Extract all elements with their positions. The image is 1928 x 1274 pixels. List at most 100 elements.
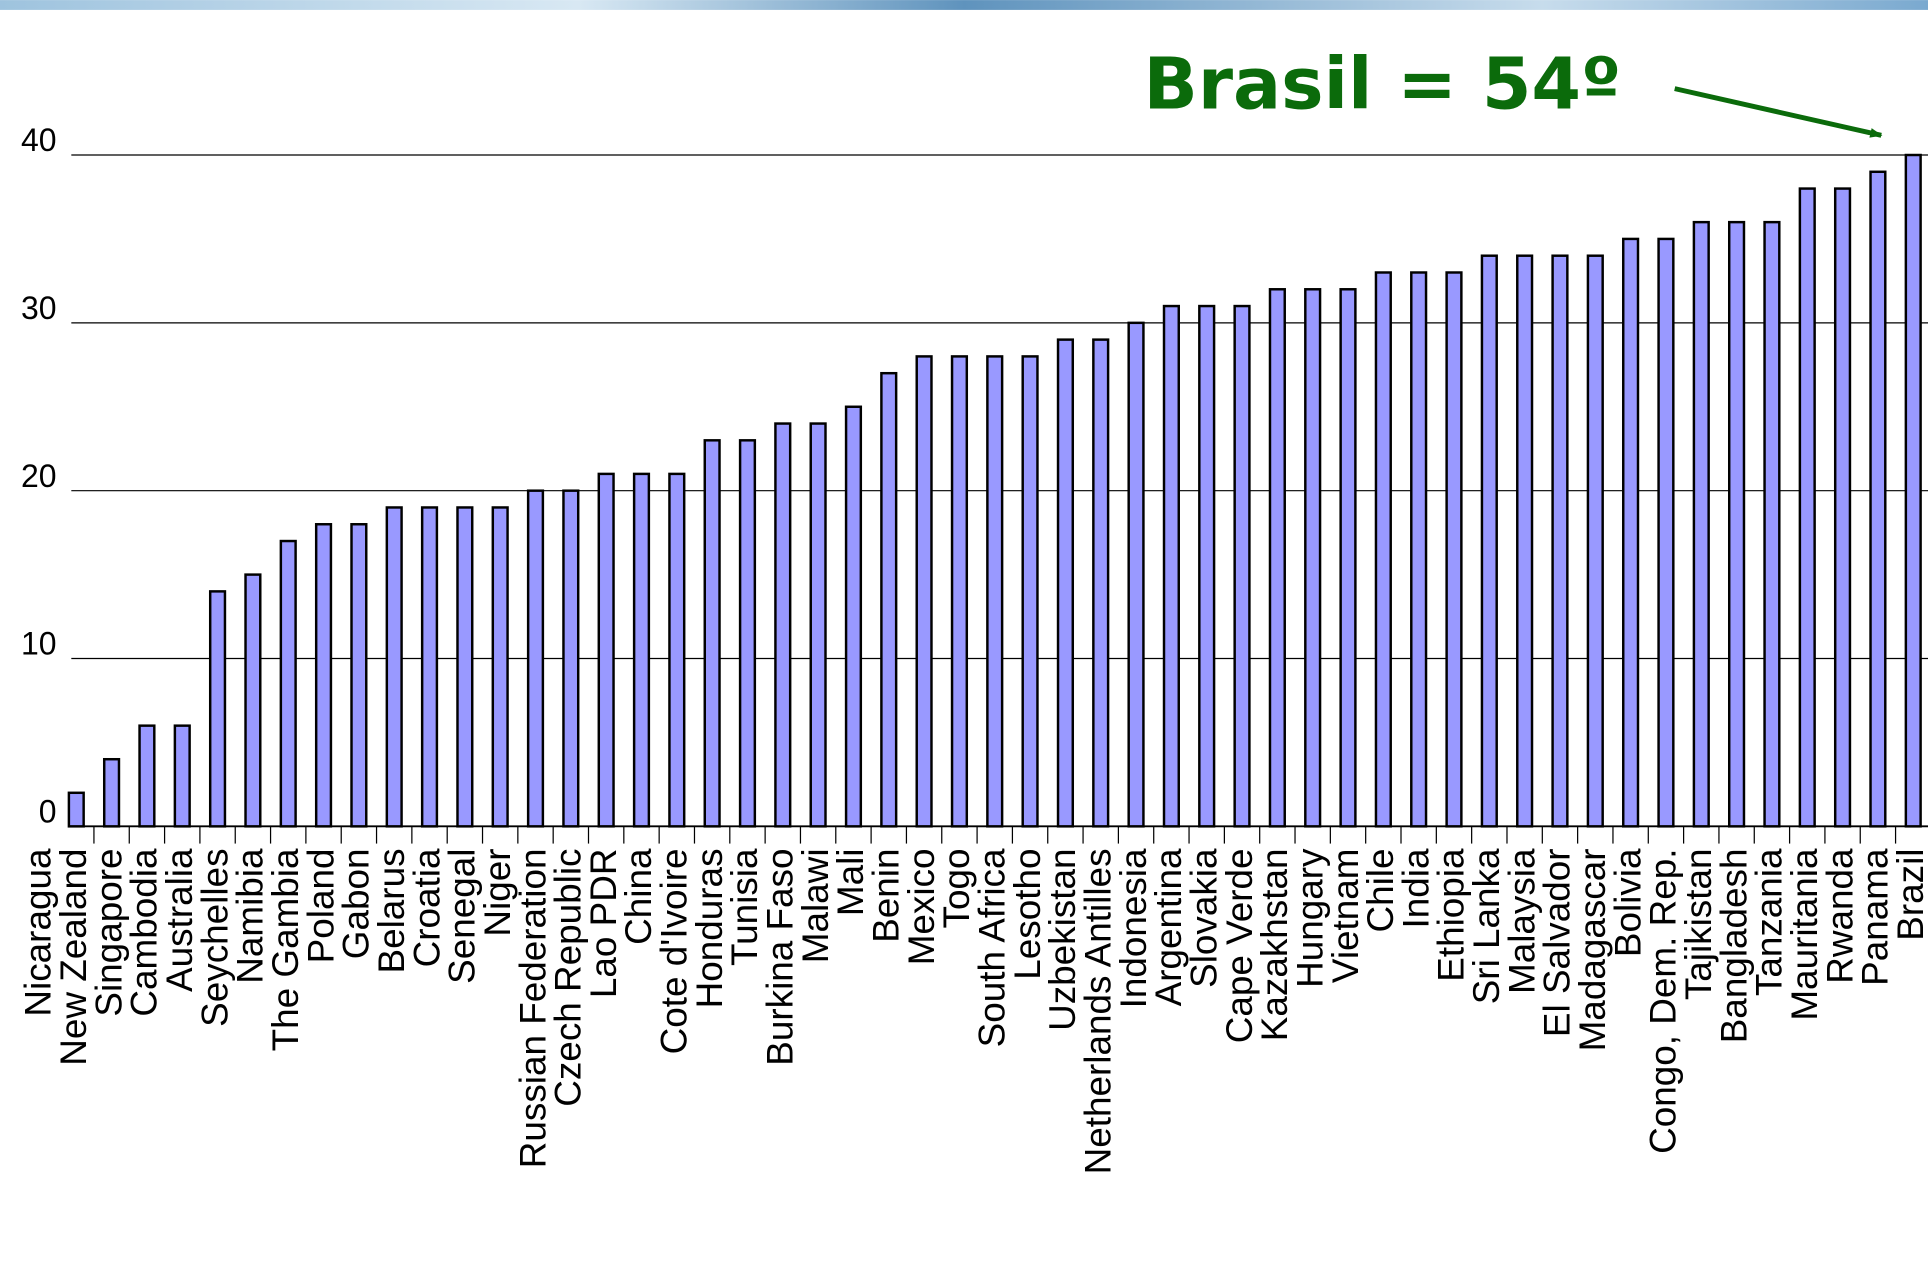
bar xyxy=(526,489,545,828)
annotation-arrow xyxy=(1674,86,1883,138)
x-tick-label: Ethiopia xyxy=(1431,848,1472,982)
bar xyxy=(915,355,933,828)
bar xyxy=(208,590,227,828)
x-tick-label: Mexico xyxy=(901,848,942,965)
banner-strip xyxy=(0,0,1928,10)
bar xyxy=(314,523,333,828)
y-tick-label: 10 xyxy=(21,626,57,662)
x-tick-label: Netherlands Antilles xyxy=(1077,848,1118,1174)
bar xyxy=(986,355,1004,828)
bar xyxy=(668,472,686,828)
bar xyxy=(880,371,898,828)
x-tick-label: Togo xyxy=(936,848,977,928)
bar xyxy=(738,439,757,828)
x-tick-label: Niger xyxy=(477,848,518,936)
x-tick-label: Bangladesh xyxy=(1713,848,1754,1043)
x-tick-label: Lao PDR xyxy=(583,848,624,998)
x-tick-label: Singapore xyxy=(88,848,129,1016)
x-tick-label: El Salvador xyxy=(1537,848,1578,1037)
bar xyxy=(844,405,863,828)
bar xyxy=(1056,338,1075,828)
bar xyxy=(1480,254,1498,828)
bar xyxy=(1374,271,1392,828)
bar xyxy=(1904,153,1922,828)
x-tick-label: Burkina Faso xyxy=(760,848,801,1065)
bar xyxy=(1869,170,1887,828)
x-tick-label: Nicaragua xyxy=(18,848,59,1017)
bar xyxy=(809,422,827,828)
x-tick-label: Brazil xyxy=(1890,848,1928,940)
bar xyxy=(1268,288,1286,828)
bar xyxy=(102,757,121,828)
x-tick-label: China xyxy=(618,848,659,945)
bar xyxy=(1692,220,1710,828)
x-tick-label: Panama xyxy=(1855,848,1896,986)
bar xyxy=(1410,271,1428,828)
x-tick-label: India xyxy=(1395,848,1436,928)
x-tick-label: Chile xyxy=(1360,848,1401,932)
x-tick-label: New Zealand xyxy=(53,848,94,1065)
bar xyxy=(597,472,615,828)
x-tick-label: Honduras xyxy=(689,848,730,1008)
bar xyxy=(1445,271,1463,828)
bar xyxy=(562,489,580,828)
x-tick-label: Belarus xyxy=(371,848,412,973)
bar xyxy=(244,573,262,828)
y-tick-label: 30 xyxy=(21,290,57,326)
bar xyxy=(1798,187,1816,828)
x-tick-label: Czech Republic xyxy=(548,848,589,1106)
x-tick-label: Sri Lanka xyxy=(1466,848,1507,1004)
bar xyxy=(1551,254,1569,828)
x-tick-label: Cote d'Ivoire xyxy=(654,848,695,1054)
x-tick-label: Hungary xyxy=(1289,848,1330,988)
x-tick-label: Poland xyxy=(300,848,341,963)
x-tick-label: Cape Verde xyxy=(1219,848,1260,1043)
x-tick-label: Mauritania xyxy=(1784,848,1825,1021)
x-tick-label: Vietnam xyxy=(1325,848,1366,983)
bar xyxy=(774,422,792,828)
x-tick-label: Seychelles xyxy=(194,848,235,1026)
x-tick-label: The Gambia xyxy=(265,848,306,1051)
bar xyxy=(1162,304,1180,828)
bar xyxy=(456,506,474,828)
x-tick-label: Senegal xyxy=(442,848,483,983)
bar xyxy=(1127,321,1145,828)
x-tick-label: Argentina xyxy=(1148,848,1189,1006)
annotation: Brasil = 54º xyxy=(1144,42,1622,125)
bar xyxy=(1727,220,1746,828)
bar xyxy=(1233,304,1251,828)
bar xyxy=(1586,254,1604,828)
x-tick-label: Mali xyxy=(830,848,871,916)
bar xyxy=(173,724,191,828)
bar xyxy=(1339,288,1357,828)
bar xyxy=(703,439,721,828)
x-tick-label: South Africa xyxy=(972,848,1013,1047)
x-tick-label: Malaysia xyxy=(1501,848,1542,994)
bar xyxy=(1833,187,1852,828)
y-tick-label: 20 xyxy=(21,458,57,494)
x-tick-label: Tajikistan xyxy=(1678,848,1719,1000)
y-tick-label: 0 xyxy=(39,793,57,829)
x-tick-label: Tunisia xyxy=(724,848,765,966)
bar xyxy=(67,791,85,828)
x-tick-label: Namibia xyxy=(230,848,271,984)
bar xyxy=(1516,254,1534,828)
x-tick-label: Kazakhstan xyxy=(1254,848,1295,1041)
bar xyxy=(632,472,651,828)
bar xyxy=(420,506,439,828)
x-tick-label: Malawi xyxy=(795,848,836,963)
bar xyxy=(1657,237,1675,828)
x-tick-label: Uzbekistan xyxy=(1042,848,1083,1030)
bar xyxy=(1021,355,1039,828)
x-tick-label: Bolivia xyxy=(1607,848,1648,957)
x-tick-label: Rwanda xyxy=(1819,848,1860,984)
bar xyxy=(138,724,156,828)
x-tick-label: Congo, Dem. Rep. xyxy=(1643,848,1684,1153)
bar xyxy=(1304,288,1322,828)
x-tick-label: Indonesia xyxy=(1113,848,1154,1008)
x-tick-label: Madagascar xyxy=(1572,848,1613,1051)
x-tick-label: Croatia xyxy=(406,848,447,967)
bar xyxy=(279,539,297,828)
bar xyxy=(950,355,969,828)
x-tick-label: Cambodia xyxy=(124,848,165,1017)
